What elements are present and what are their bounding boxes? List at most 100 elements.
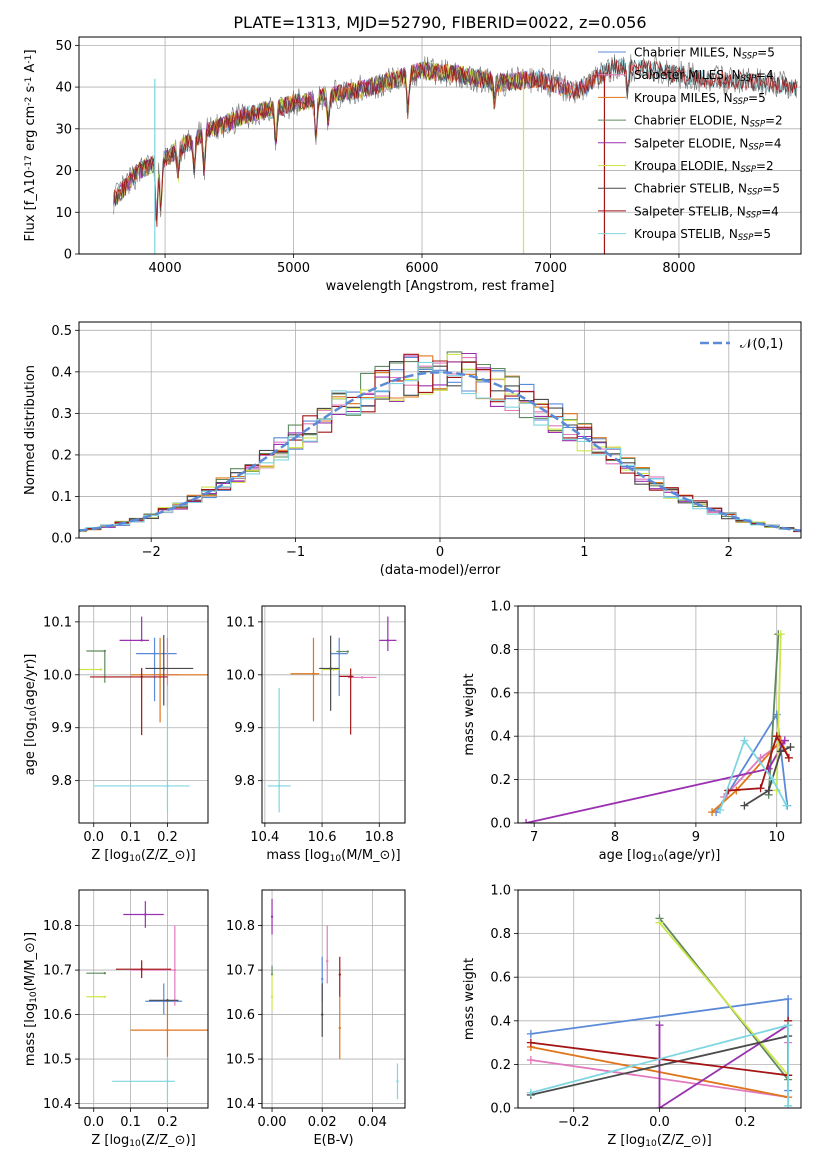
panel-spectrum: 4000 5000 6000 7000 8000 0 10 20 30 40 50 wavelengt… [23, 36, 802, 294]
data-point [140, 639, 143, 642]
x-tick-label: 0.1 [120, 830, 141, 845]
y-tick-label: 9.8 [51, 774, 72, 789]
legend-label: Chabrier MILES, N [634, 46, 742, 60]
data-point [166, 784, 169, 788]
x-tick-label: 10.6 [308, 830, 337, 845]
data-point [321, 977, 324, 981]
axes-frame [517, 889, 802, 1109]
y-tick-label: 30 [55, 122, 72, 137]
data-point [166, 1080, 169, 1083]
plot-area [79, 351, 801, 533]
plot-area [79, 616, 208, 813]
weight-line [728, 733, 790, 792]
x-tick-label: 0.2 [735, 1115, 756, 1130]
y-tick-label: 0.4 [490, 1014, 511, 1029]
data-point [173, 968, 177, 972]
y-tick-label: 0.3 [51, 407, 72, 422]
y-tick-label: 9.9 [234, 721, 255, 736]
x-tick-label: 10.4 [250, 830, 279, 845]
x-tick-label: 1 [580, 545, 588, 560]
axes-frame [261, 605, 406, 824]
x-tick-label: 0.2 [157, 830, 178, 845]
x-tick-label: 4000 [149, 261, 182, 276]
x-axis-label: wavelength [Angstrom, rest frame] [326, 279, 555, 294]
panel-weight-vs-age: 7 8 9 10 0.0 0.2 0.4 0.6 0.8 1.0 age [log10(age/yr… [462, 600, 802, 864]
y-tick-label: 10.5 [226, 1053, 255, 1068]
data-point [144, 913, 147, 916]
y-tick-label: 10.4 [43, 1097, 72, 1112]
data-point [103, 649, 107, 653]
x-tick-label: 10.8 [365, 830, 394, 845]
y-tick-label: 0.8 [490, 643, 511, 658]
y-tick-label: 0.0 [490, 1102, 511, 1117]
x-tick-label: 0.0 [83, 1115, 104, 1130]
weight-marker [784, 1021, 793, 1030]
panel-age-vs-Z: 0.0 0.1 0.2 9.8 9.9 10.0 10.1 Z [log10(Z/Z_⊙)] a… [23, 605, 209, 864]
data-point [158, 673, 162, 677]
x-axis-label: Z [log10(Z/Z_⊙)] [607, 1133, 711, 1149]
weight-line [767, 634, 780, 795]
weight-marker [655, 918, 664, 927]
x-tick-label: −2 [142, 545, 161, 560]
data-point [140, 967, 143, 971]
data-point [349, 675, 352, 678]
legend-entry: Kroupa ELODIE, NSSP=2 [634, 159, 774, 174]
weight-marker [522, 819, 531, 823]
x-tick-label: 0.0 [83, 830, 104, 845]
y-tick-label: 0.5 [51, 324, 72, 339]
panel-residuals: −2 −1 0 1 2 0.0 0.1 0.2 0.3 0.4 0.5 (data-model)/er… [23, 321, 802, 578]
data-point [99, 668, 103, 671]
x-tick-label: 2 [725, 545, 733, 560]
x-axis-label: Z [log10(Z/Z_⊙)] [91, 1133, 195, 1149]
weight-marker [784, 995, 793, 1003]
y-tick-label: 0.6 [490, 971, 511, 986]
legend-entry: Chabrier ELODIE, NSSP=2 [634, 114, 783, 129]
data-point [360, 676, 364, 679]
panel-mass-vs-Z: 0.0 0.1 0.2 10.4 10.5 10.6 10.7 10.8 Z [log10(Z/… [23, 889, 209, 1149]
plot-area [526, 914, 793, 1108]
x-axis-label: mass [log10(M/M_⊙)] [266, 848, 400, 864]
x-tick-label: −0.2 [558, 1115, 590, 1130]
data-point [166, 999, 169, 1002]
axes-frame [78, 36, 802, 255]
data-point [166, 1028, 169, 1032]
data-point [162, 667, 165, 670]
y-tick-label: 0.4 [51, 365, 72, 380]
normal-curve [79, 371, 801, 532]
x-tick-label: 0.02 [308, 1115, 337, 1130]
plot-area [522, 630, 795, 823]
y-tick-label: 0.4 [490, 730, 511, 745]
data-point [321, 1013, 324, 1016]
y-tick-label: 0.2 [490, 1058, 511, 1073]
weight-marker [784, 1101, 793, 1108]
y-tick-label: 10.1 [43, 615, 72, 630]
data-point [326, 959, 329, 963]
grid [262, 890, 405, 1108]
y-axis-label: mass [log10(M/M_⊙)] [23, 932, 39, 1066]
y-axis-label: age [log10(age/yr)] [23, 654, 39, 776]
weight-marker [708, 808, 717, 817]
y-axis-label: Normed distribution [23, 365, 38, 495]
y-tick-label: 0.2 [51, 448, 72, 463]
y-tick-label: 10 [55, 206, 72, 221]
legend-nssp: =5 [748, 91, 766, 105]
figure-title: PLATE=1313, MJD=52790, FIBERID=0022, z=0… [233, 13, 646, 32]
y-tick-label: 10.7 [226, 964, 255, 979]
weight-marker [786, 743, 795, 752]
legend-entry: Chabrier MILES, NSSP=5 [634, 46, 775, 61]
legend-label: Kroupa ELODIE, N [634, 159, 741, 173]
x-tick-label: 0 [436, 545, 444, 560]
weight-marker [764, 786, 773, 795]
y-tick-label: 10.0 [226, 668, 255, 683]
x-tick-label: 0.04 [358, 1115, 387, 1130]
legend-entry: Kroupa MILES, NSSP=5 [634, 91, 766, 106]
data-point [270, 995, 274, 998]
legend-nssp: =5 [757, 46, 775, 60]
plot-area [86, 901, 208, 1104]
panel-weight-vs-Z: −0.2 0.0 0.2 0.0 0.2 0.4 0.6 0.8 1.0 Z [log10(Z/Z… [462, 884, 802, 1149]
legend-label: Kroupa STELIB, N [634, 227, 738, 241]
data-point [312, 672, 315, 675]
residual-histogram [79, 361, 801, 531]
legend-label: Kroupa MILES, N [634, 91, 733, 105]
